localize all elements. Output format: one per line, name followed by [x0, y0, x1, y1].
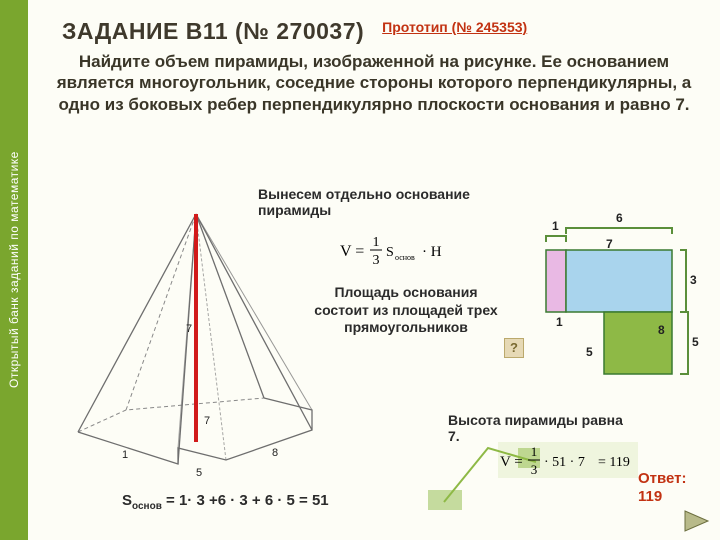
prototype-link[interactable]: Прототип (№ 245353)	[382, 18, 527, 36]
formula-lhs: V =	[340, 243, 364, 260]
sidebar-text: Открытый банк заданий по математике	[7, 152, 21, 389]
next-icon	[682, 508, 714, 534]
svg-text:3: 3	[531, 462, 538, 477]
answer-label: Ответ:	[638, 470, 687, 487]
svg-text:7: 7	[186, 323, 192, 335]
step3-text: Высота пирамиды равна 7.	[448, 412, 628, 444]
pyramid-figure: 7 1 5 8 7	[66, 202, 326, 482]
svg-text:5: 5	[196, 467, 202, 479]
svg-text:5: 5	[692, 335, 699, 349]
answer-value: 119	[638, 488, 662, 505]
svg-text:7: 7	[606, 237, 613, 251]
rect-pink	[546, 250, 566, 312]
step2-text: Площадь основания состоит из площадей тр…	[314, 284, 498, 337]
base-area-calc: Sоснов = 1· 3 +6 · 3 + 6 · 5 = 51	[122, 492, 462, 512]
svg-text:1: 1	[556, 315, 563, 329]
task-title: ЗАДАНИЕ В11 (№ 270037)	[62, 18, 364, 45]
svg-text:1: 1	[373, 235, 380, 250]
svg-text:основ: основ	[395, 253, 415, 262]
hint-icon[interactable]: ?	[504, 338, 524, 358]
calc-expr: = 1· 3 +6 · 3 + 6 · 5 = 51	[166, 492, 329, 509]
svg-text:3: 3	[690, 273, 697, 287]
answer-block: Ответ: 119	[638, 470, 698, 506]
svg-text:= 119: = 119	[598, 455, 630, 470]
svg-text:1: 1	[552, 219, 559, 233]
svg-text:1: 1	[531, 444, 538, 459]
svg-text:· H: · H	[422, 244, 442, 260]
svg-text:1: 1	[122, 449, 128, 461]
base-diagram: 1 6 7 3 5 8 1 5	[536, 200, 716, 396]
svg-text:5: 5	[586, 345, 593, 359]
problem-text: Найдите объем пирамиды, изображенной на …	[28, 51, 720, 119]
volume-calc: V = 1 3 · 51 · 7 = 119	[498, 442, 638, 478]
svg-text:V =: V =	[500, 454, 523, 470]
next-button[interactable]	[682, 508, 714, 534]
svg-text:· 51 · 7: · 51 · 7	[544, 455, 585, 470]
s-label: S	[122, 492, 132, 509]
svg-text:8: 8	[658, 323, 665, 337]
sidebar-vertical-label: Открытый банк заданий по математике	[0, 0, 28, 540]
slide-content: ЗАДАНИЕ В11 (№ 270037) Прототип (№ 24535…	[28, 0, 720, 540]
rect-blue	[566, 250, 672, 312]
svg-text:6: 6	[616, 211, 623, 225]
rect-green	[604, 312, 672, 374]
svg-text:7: 7	[204, 415, 210, 427]
svg-text:S: S	[386, 245, 394, 260]
title-row: ЗАДАНИЕ В11 (№ 270037) Прототип (№ 24535…	[28, 0, 720, 51]
volume-formula: V = 1 3 S основ · H	[340, 232, 450, 268]
svg-text:3: 3	[373, 253, 380, 268]
svg-text:8: 8	[272, 447, 278, 459]
